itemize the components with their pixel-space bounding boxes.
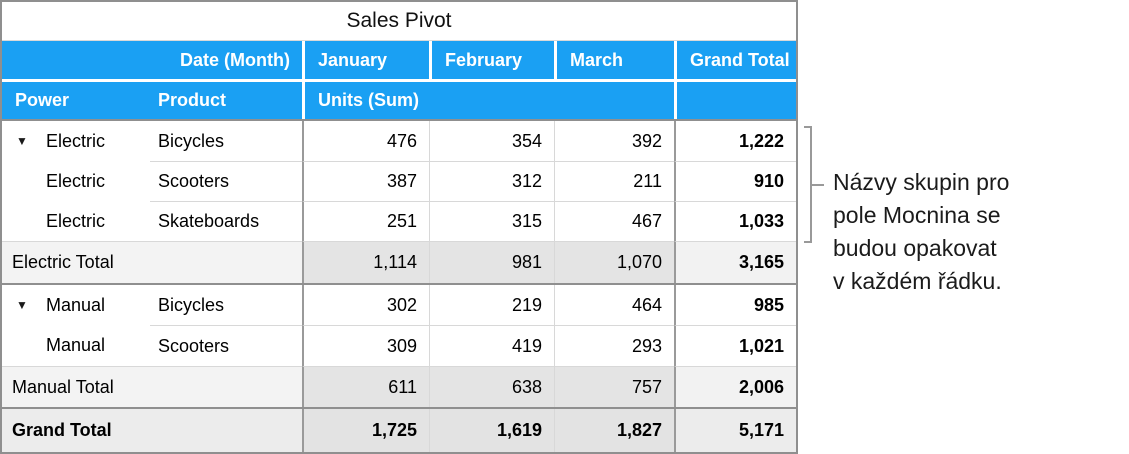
grand-total-mar[interactable]: 1,827 [554,409,674,452]
callout-bracket-tick [812,184,824,186]
value-cell-feb[interactable]: 419 [429,325,554,366]
callout-bracket [804,126,812,243]
grand-total-row: Grand Total 1,725 1,619 1,827 5,171 [2,407,796,452]
power-label: Electric [46,130,106,151]
power-cell[interactable]: ▼ Manual [2,285,150,325]
subtotal-feb[interactable]: 638 [429,366,554,407]
subtotal-mar[interactable]: 1,070 [554,241,674,283]
header-power[interactable]: Power [2,82,150,119]
header-units-sum[interactable]: Units (Sum) [302,82,674,119]
subtotal-row: Electric Total 1,114 981 1,070 3,165 [2,241,796,283]
subtotal-mar[interactable]: 757 [554,366,674,407]
subtotal-label[interactable]: Manual Total [2,366,302,407]
power-label: Electric [46,170,106,191]
product-cell[interactable]: Scooters [150,325,302,366]
subtotal-jan[interactable]: 1,114 [302,241,429,283]
value-cell-jan[interactable]: 302 [302,285,429,325]
value-cell-jan[interactable]: 387 [302,161,429,201]
field-header-row: Power Product Units (Sum) [2,82,796,119]
disclosure-triangle-icon[interactable]: ▼ [16,134,28,148]
table-title: Sales Pivot [346,9,452,32]
power-label: Manual [46,335,106,355]
product-cell[interactable]: Bicycles [158,130,225,151]
annotation-line: pole Mocnina se [833,202,1001,228]
power-cell[interactable]: Electric [2,201,150,241]
subtotal-feb[interactable]: 981 [429,241,554,283]
table-row: Electric Scooters 387 312 211 910 [2,161,796,201]
row-total-cell[interactable]: 1,033 [674,201,796,241]
header-empty-cell[interactable] [674,82,796,119]
power-label: Manual [46,294,106,315]
grand-total-label[interactable]: Grand Total [2,409,302,452]
header-january[interactable]: January [302,41,429,79]
table-row: Manual Scooters 309 419 293 1,021 [2,325,796,366]
annotation-line: v každém řádku. [833,268,1002,294]
row-total-cell[interactable]: 910 [674,161,796,201]
subtotal-jan[interactable]: 611 [302,366,429,407]
table-row: ▼ Electric Bicycles 476 354 392 1,222 [2,119,796,161]
product-cell[interactable]: Skateboards [150,201,302,241]
value-cell-feb[interactable]: 315 [429,201,554,241]
product-cell[interactable]: Scooters [150,161,302,201]
value-cell-mar[interactable]: 211 [554,161,674,201]
value-cell-jan[interactable]: 309 [302,325,429,366]
grand-total-feb[interactable]: 1,619 [429,409,554,452]
header-march[interactable]: March [554,41,674,79]
column-header-row: Date (Month) January February March Gran… [2,41,796,79]
subtotal-grand[interactable]: 2,006 [674,366,796,407]
subtotal-label[interactable]: Electric Total [2,241,302,283]
value-cell-mar[interactable]: 467 [554,201,674,241]
value-cell-feb[interactable]: 219 [429,285,554,325]
grand-total-jan[interactable]: 1,725 [302,409,429,452]
table-row: ▼ Manual Bicycles 302 219 464 985 [2,283,796,325]
value-cell-mar[interactable]: 464 [554,285,674,325]
row-total-cell[interactable]: 1,222 [674,121,796,161]
power-cell[interactable]: ▼ Electric [2,121,150,161]
annotation-line: budou opakovat [833,235,997,261]
row-total-cell[interactable]: 985 [674,285,796,325]
value-cell-jan[interactable]: 251 [302,201,429,241]
value-cell-feb[interactable]: 354 [429,121,554,161]
power-cell[interactable]: Manual [2,325,150,366]
power-cell[interactable]: Electric [2,161,150,201]
header-grand-total[interactable]: Grand Total [674,41,796,79]
pivot-table: Sales Pivot Date (Month) January Februar… [0,0,798,454]
value-cell-mar[interactable]: 392 [554,121,674,161]
row-total-cell[interactable]: 1,021 [674,325,796,366]
power-label: Electric [46,210,106,231]
grand-total-grand[interactable]: 5,171 [674,409,796,452]
header-divider [2,79,796,82]
value-cell-jan[interactable]: 476 [302,121,429,161]
table-title-row: Sales Pivot [2,2,796,41]
subtotal-grand[interactable]: 3,165 [674,241,796,283]
header-february[interactable]: February [429,41,554,79]
header-product[interactable]: Product [150,82,302,119]
value-cell-feb[interactable]: 312 [429,161,554,201]
header-date-month[interactable]: Date (Month) [2,41,302,79]
value-cell-mar[interactable]: 293 [554,325,674,366]
callout-annotation: Názvy skupin pro pole Mocnina se budou o… [833,166,1009,298]
annotation-line: Názvy skupin pro [833,169,1010,195]
subtotal-row: Manual Total 611 638 757 2,006 [2,366,796,407]
table-row: Electric Skateboards 251 315 467 1,033 [2,201,796,241]
disclosure-triangle-icon[interactable]: ▼ [16,298,28,312]
product-cell[interactable]: Bicycles [158,294,225,315]
